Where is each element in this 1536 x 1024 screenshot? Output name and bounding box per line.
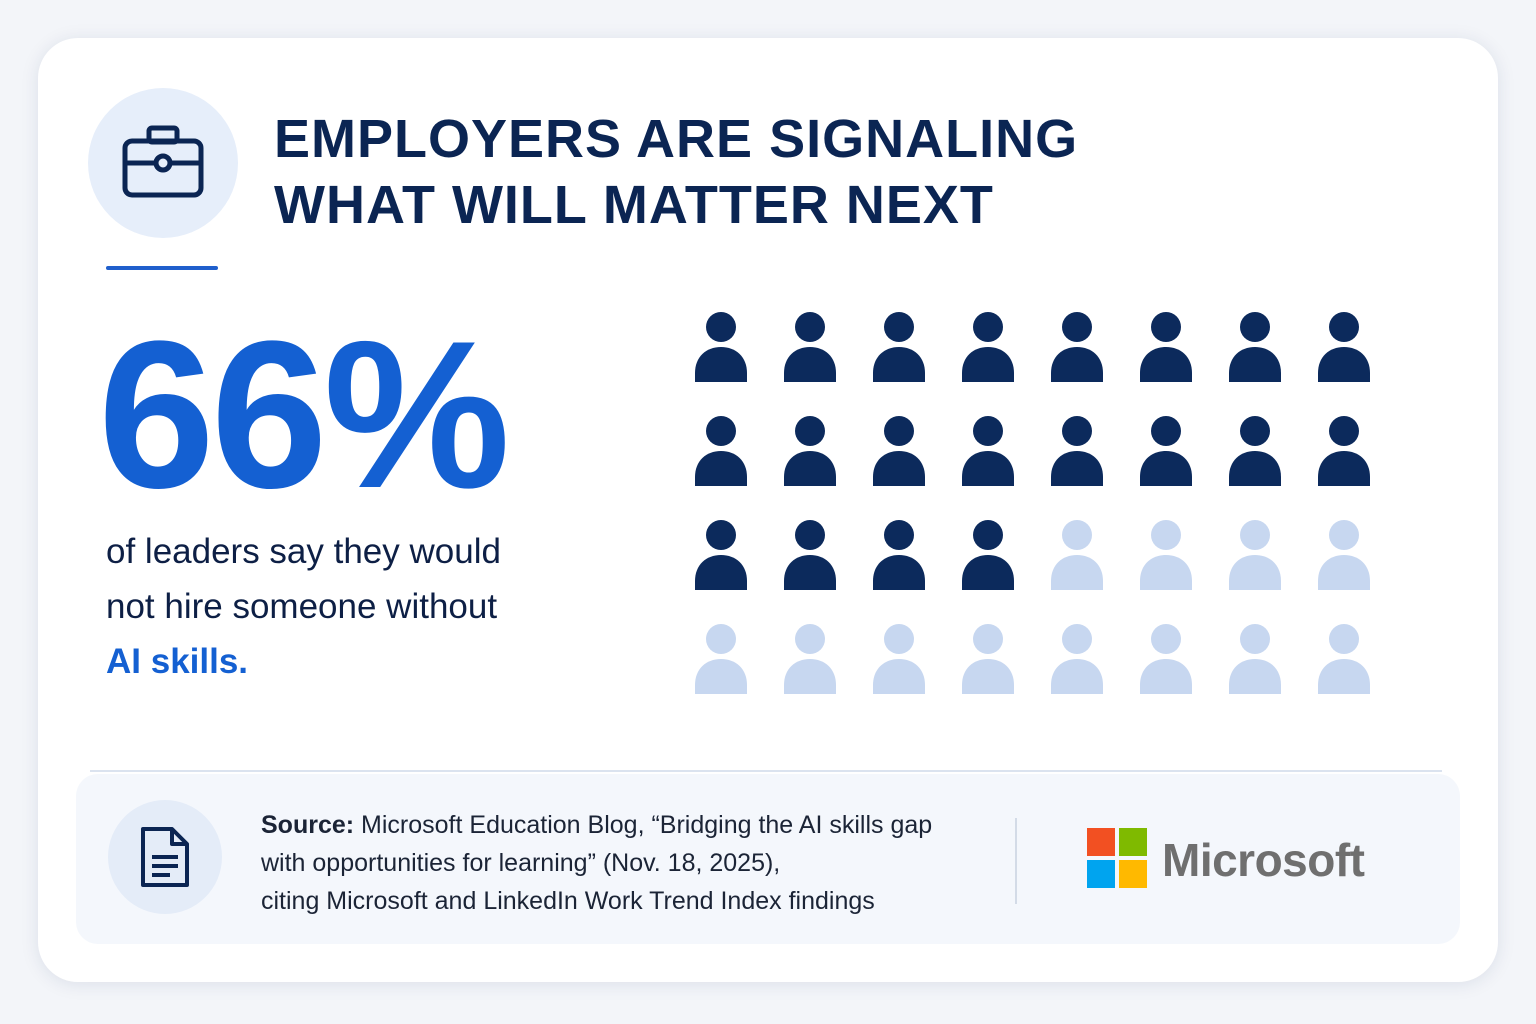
person-icon-muted <box>1139 518 1199 594</box>
person-icon-muted <box>1228 622 1288 698</box>
person-icon-highlighted <box>961 518 1021 594</box>
person-icon-highlighted <box>1050 310 1110 386</box>
document-icon-badge <box>108 800 222 914</box>
logo-square-blue <box>1087 860 1115 888</box>
person-icon-highlighted <box>694 310 754 386</box>
person-icon-highlighted <box>872 518 932 594</box>
logo-square-green <box>1119 828 1147 856</box>
person-icon-highlighted <box>1317 310 1377 386</box>
person-icon-muted <box>1317 518 1377 594</box>
person-icon-highlighted <box>1050 414 1110 490</box>
source-line-1: Source: Microsoft Education Blog, “Bridg… <box>261 806 981 844</box>
briefcase-icon-badge <box>88 88 238 238</box>
person-icon-highlighted <box>1139 414 1199 490</box>
source-citation: Source: Microsoft Education Blog, “Bridg… <box>261 806 981 920</box>
briefcase-icon <box>122 125 204 198</box>
person-icon-highlighted <box>1139 310 1199 386</box>
title-line-2: WHAT WILL MATTER NEXT <box>274 175 994 235</box>
source-line-2: with opportunities for learning” (Nov. 1… <box>261 849 781 877</box>
microsoft-wordmark: Microsoft <box>1162 834 1365 886</box>
stat-desc-line-2: not hire someone without <box>106 587 498 626</box>
person-icon-muted <box>961 622 1021 698</box>
person-icon-highlighted <box>694 414 754 490</box>
source-label: Source: <box>261 811 355 839</box>
person-icon-muted <box>783 622 843 698</box>
stat-desc-highlight: AI skills. <box>106 642 249 681</box>
page-title: EMPLOYERS ARE SIGNALING WHAT WILL MATTER… <box>274 106 1174 238</box>
source-line-3: citing Microsoft and LinkedIn Work Trend… <box>261 887 875 915</box>
logo-square-red <box>1087 828 1115 856</box>
person-icon-highlighted <box>961 310 1021 386</box>
source-panel <box>76 774 1460 944</box>
person-icon-muted <box>1050 622 1110 698</box>
logo-square-yellow <box>1119 860 1147 888</box>
source-line-1-text: Microsoft Education Blog, “Bridging the … <box>354 811 933 839</box>
section-divider <box>90 770 1442 772</box>
person-icon-highlighted <box>1228 310 1288 386</box>
stat-description: of leaders say they would not hire someo… <box>106 524 586 689</box>
stat-value: 66% <box>98 297 510 532</box>
person-icon-highlighted <box>1228 414 1288 490</box>
vertical-separator <box>1015 818 1017 904</box>
person-icon-muted <box>1228 518 1288 594</box>
accent-rule <box>106 266 218 270</box>
document-icon <box>141 827 189 887</box>
person-icon-muted <box>1050 518 1110 594</box>
person-icon-muted <box>1139 622 1199 698</box>
person-icon-highlighted <box>783 310 843 386</box>
person-icon-highlighted <box>783 414 843 490</box>
title-line-1: EMPLOYERS ARE SIGNALING <box>274 109 1079 169</box>
person-icon-muted <box>1317 622 1377 698</box>
person-icon-muted <box>694 622 754 698</box>
person-icon-muted <box>872 622 932 698</box>
people-grid <box>686 310 1386 700</box>
person-icon-highlighted <box>1317 414 1377 490</box>
person-icon-highlighted <box>872 310 932 386</box>
person-icon-highlighted <box>872 414 932 490</box>
person-icon-highlighted <box>694 518 754 594</box>
microsoft-logo-icon <box>1087 828 1147 888</box>
person-icon-highlighted <box>783 518 843 594</box>
person-icon-highlighted <box>961 414 1021 490</box>
stat-desc-line-1: of leaders say they would <box>106 532 501 571</box>
